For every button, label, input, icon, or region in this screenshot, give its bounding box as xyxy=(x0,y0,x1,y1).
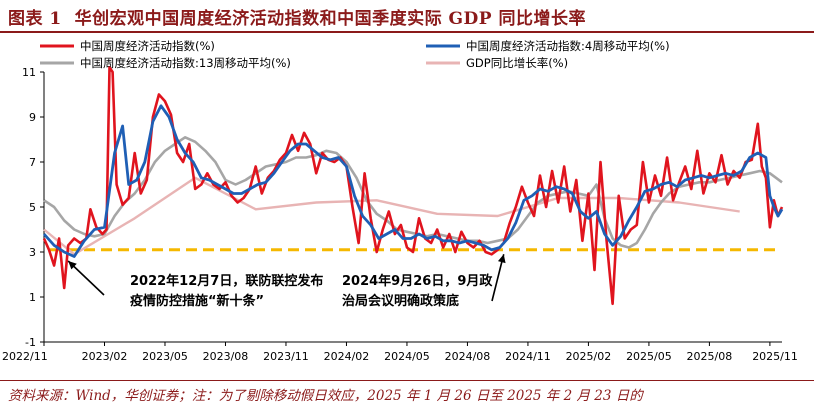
y-tick-label: 9 xyxy=(29,111,36,124)
y-tick-label: 11 xyxy=(22,66,36,79)
annotation-text-2: 2024年9月26日，9月政 xyxy=(342,273,493,289)
weekly-series-line xyxy=(42,66,784,306)
plot-area xyxy=(42,66,784,306)
x-axis: 2022/11 2023/02 2023/05 2023/08 2023/11 2024/… xyxy=(2,341,798,363)
chart-title: 图表 1 华创宏观中国周度经济活动指数和中国季度实际 GDP 同比增长率 xyxy=(8,4,586,29)
x-tick-label: 2024/11 xyxy=(505,350,551,363)
legend-label-weekly: 中国周度经济活动指数(%) xyxy=(80,39,215,53)
x-tick-label: 2024/05 xyxy=(384,350,430,363)
title-divider xyxy=(0,31,814,33)
x-tick-label: 2024/08 xyxy=(445,350,491,363)
x-tick-label: 2025/08 xyxy=(687,350,733,363)
x-tick-label: 2023/08 xyxy=(203,350,249,363)
annotation-arrowhead-2 xyxy=(497,254,506,264)
x-tick-label: 2024/02 xyxy=(324,350,370,363)
legend-label-ma4: 中国周度经济活动指数:4周移动平均(%) xyxy=(466,39,670,53)
line-chart: 中国周度经济活动指数(%) 中国周度经济活动指数:4周移动平均(%) 中国周度经济活… xyxy=(2,39,798,363)
source-note: 资料来源：Wind，华创证券；注：为了剔除移动假日效应，2025 年 1 月 2… xyxy=(8,388,643,404)
annotation-text-2: 治局会议明确政策底 xyxy=(342,293,459,309)
y-tick-label: 5 xyxy=(29,201,36,214)
annotation-text-1: 疫情防控措施“新十条” xyxy=(130,293,264,309)
legend-label-ma13: 中国周度经济活动指数:13周移动平均(%) xyxy=(80,56,291,70)
figure-label: 图表 1 xyxy=(8,9,62,29)
y-tick-label: -1 xyxy=(25,336,36,349)
annotation-text-1: 2022年12月7日，联防联控发布 xyxy=(130,273,323,289)
y-tick-label: 7 xyxy=(29,156,36,169)
legend-label-gdp: GDP同比增长率(%) xyxy=(466,56,568,70)
x-tick-label: 2023/02 xyxy=(82,350,128,363)
x-tick-label: 2022/11 xyxy=(2,350,48,363)
ma4-series-line xyxy=(42,104,784,258)
y-axis: -1 1 3 5 7 9 11 xyxy=(22,66,45,349)
chart-legend: 中国周度经济活动指数(%) 中国周度经济活动指数:4周移动平均(%) 中国周度经济活… xyxy=(40,39,670,70)
y-tick-label: 1 xyxy=(29,291,36,304)
ma13-series-line xyxy=(43,136,783,249)
x-tick-label: 2025/05 xyxy=(626,350,672,363)
annotation-arrow-1 xyxy=(67,260,105,296)
annotation-arrowhead-1 xyxy=(68,261,77,270)
footer-divider xyxy=(0,380,814,381)
x-tick-label: 2023/11 xyxy=(263,350,309,363)
x-tick-label: 2025/11 xyxy=(752,350,798,363)
y-tick-label: 3 xyxy=(29,246,36,259)
x-tick-label: 2023/05 xyxy=(142,350,188,363)
x-tick-label: 2025/02 xyxy=(566,350,612,363)
figure-title: 华创宏观中国周度经济活动指数和中国季度实际 GDP 同比增长率 xyxy=(74,9,586,29)
